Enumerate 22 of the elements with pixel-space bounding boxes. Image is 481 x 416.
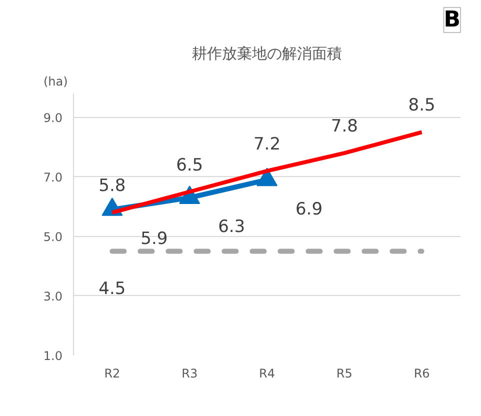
y-axis-title: (ha) [44,74,68,88]
y-tick-label: 3.0 [43,289,63,304]
x-tick-label: R2 [104,366,120,380]
data-label: 7.8 [330,116,358,137]
data-label: 6.9 [295,199,323,220]
x-tick-label: R4 [259,366,275,380]
y-tick-label: 7.0 [43,170,63,184]
data-label: 5.9 [140,229,168,250]
data-label: 4.5 [98,278,126,299]
data-label: 8.5 [408,96,436,116]
data-label: 7.2 [253,134,281,154]
chart-title: 耕作放棄地の解消面積 [192,44,342,62]
text: B [444,8,461,32]
y-tick-label: 5.0 [43,230,63,244]
x-tick-label: R6 [414,366,430,380]
x-tick-label: R3 [182,366,198,380]
x-tick-label: R5 [336,366,352,380]
y-tick-label: 9.0 [43,110,63,125]
data-label: 6.5 [176,155,204,176]
y-tick-label: 1.0 [43,349,63,363]
data-label: 6.3 [218,217,246,238]
data-label: 5.8 [98,176,126,196]
